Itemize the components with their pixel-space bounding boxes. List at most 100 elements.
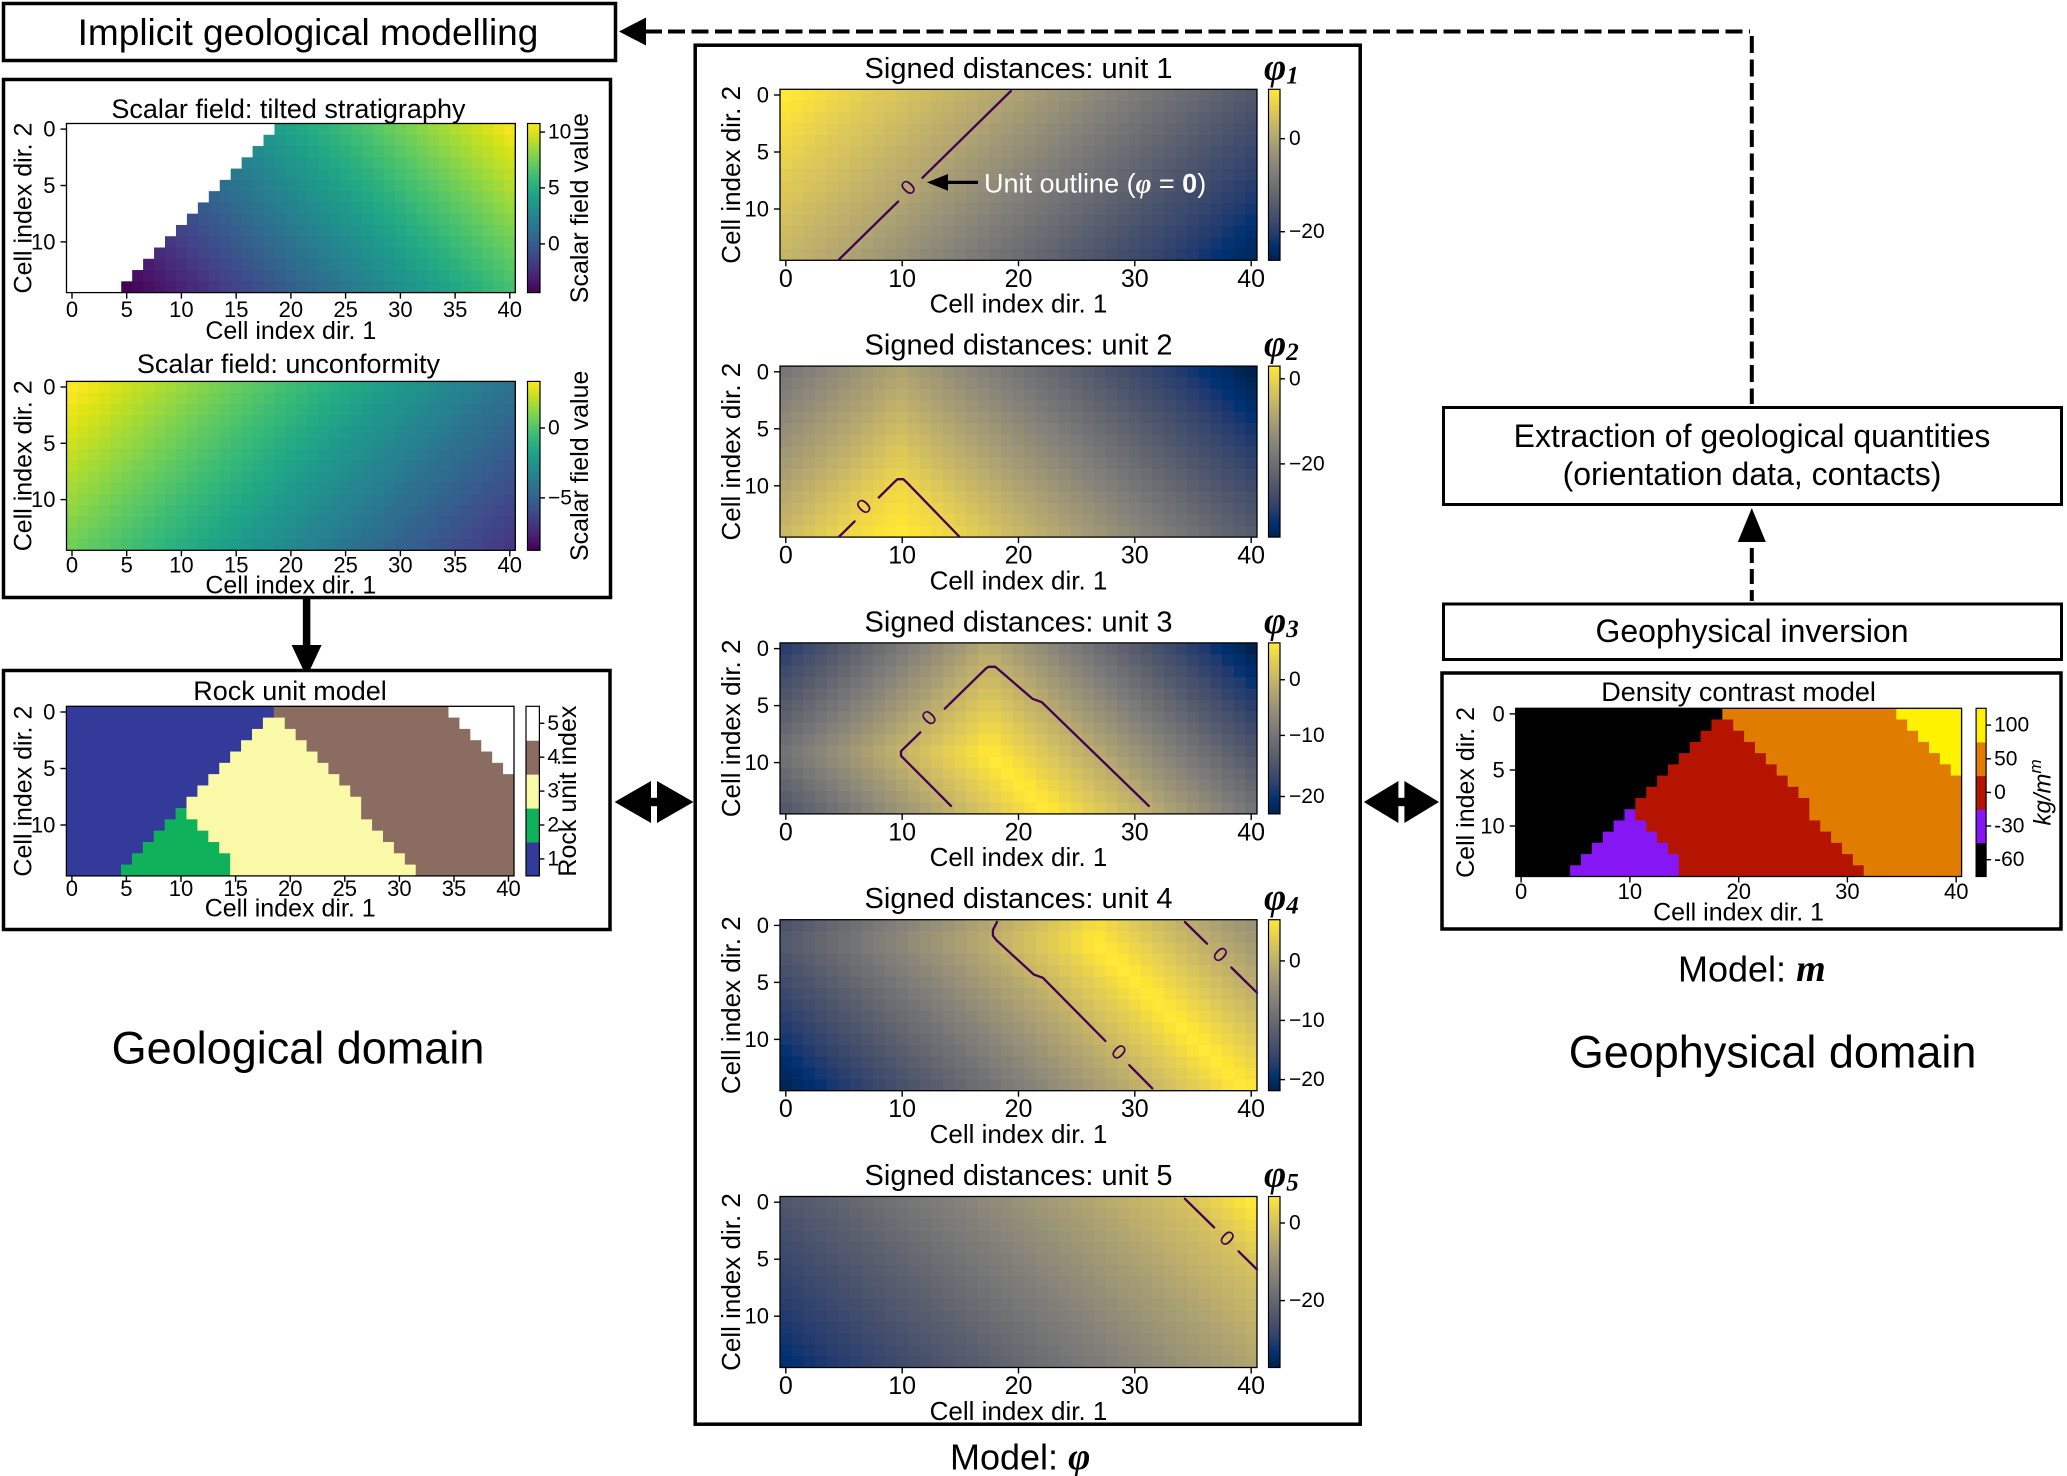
svg-text:0: 0 bbox=[757, 359, 769, 384]
svg-text:−10: −10 bbox=[1289, 724, 1325, 747]
svg-text:35: 35 bbox=[442, 876, 466, 901]
svg-text:Geophysical inversion: Geophysical inversion bbox=[1595, 613, 1908, 649]
svg-text:10: 10 bbox=[169, 297, 193, 322]
svg-text:φ4: φ4 bbox=[1264, 877, 1299, 920]
svg-text:25: 25 bbox=[333, 876, 357, 901]
svg-text:100: 100 bbox=[1994, 714, 2029, 737]
svg-text:0: 0 bbox=[757, 1190, 769, 1215]
svg-text:15: 15 bbox=[224, 553, 248, 578]
svg-text:15: 15 bbox=[223, 876, 247, 901]
svg-text:Scalar field value: Scalar field value bbox=[566, 371, 594, 561]
svg-text:35: 35 bbox=[443, 297, 467, 322]
svg-text:0: 0 bbox=[779, 265, 793, 293]
svg-text:φ5: φ5 bbox=[1264, 1154, 1299, 1197]
svg-text:30: 30 bbox=[387, 876, 411, 901]
svg-text:10: 10 bbox=[888, 1372, 916, 1400]
svg-text:φ3: φ3 bbox=[1264, 600, 1299, 643]
svg-text:10: 10 bbox=[1480, 814, 1504, 839]
svg-text:20: 20 bbox=[279, 297, 303, 322]
svg-text:40: 40 bbox=[1237, 265, 1265, 293]
svg-text:5: 5 bbox=[757, 970, 769, 995]
svg-text:−20: −20 bbox=[1289, 452, 1325, 475]
svg-text:20: 20 bbox=[1005, 818, 1033, 846]
svg-text:Cell index dir. 2: Cell index dir. 2 bbox=[716, 363, 746, 541]
svg-text:Cell index dir. 2: Cell index dir. 2 bbox=[10, 706, 38, 877]
svg-text:5: 5 bbox=[757, 140, 769, 165]
svg-text:0: 0 bbox=[548, 417, 560, 440]
svg-text:2: 2 bbox=[547, 814, 559, 837]
svg-text:Cell index dir. 1: Cell index dir. 1 bbox=[205, 894, 376, 922]
svg-text:0: 0 bbox=[757, 83, 769, 108]
svg-text:25: 25 bbox=[333, 553, 357, 578]
svg-text:10: 10 bbox=[745, 473, 769, 498]
svg-text:Signed distances: unit 2: Signed distances: unit 2 bbox=[865, 330, 1173, 362]
svg-text:10: 10 bbox=[169, 553, 193, 578]
svg-text:Geological domain: Geological domain bbox=[112, 1023, 485, 1074]
svg-text:40: 40 bbox=[498, 553, 522, 578]
svg-text:φ2: φ2 bbox=[1264, 323, 1299, 366]
svg-text:30: 30 bbox=[388, 297, 412, 322]
svg-text:40: 40 bbox=[1237, 542, 1265, 570]
svg-text:0: 0 bbox=[757, 636, 769, 661]
svg-text:Density contrast model: Density contrast model bbox=[1601, 677, 1876, 707]
svg-text:30: 30 bbox=[1121, 1372, 1149, 1400]
svg-text:−20: −20 bbox=[1289, 220, 1325, 243]
svg-text:Cell index dir. 2: Cell index dir. 2 bbox=[716, 1193, 746, 1371]
svg-text:10: 10 bbox=[31, 813, 55, 838]
svg-text:0: 0 bbox=[1515, 879, 1527, 904]
svg-text:Cell index dir. 1: Cell index dir. 1 bbox=[930, 289, 1108, 319]
svg-text:0: 0 bbox=[1994, 781, 2006, 804]
svg-text:0: 0 bbox=[1289, 367, 1301, 390]
svg-text:10: 10 bbox=[888, 1095, 916, 1123]
svg-text:40: 40 bbox=[1237, 1095, 1265, 1123]
svg-text:Cell index dir. 1: Cell index dir. 1 bbox=[930, 842, 1108, 872]
svg-text:Signed distances: unit 4: Signed distances: unit 4 bbox=[865, 883, 1173, 915]
svg-text:Cell index dir. 1: Cell index dir. 1 bbox=[930, 1119, 1108, 1149]
svg-text:−20: −20 bbox=[1289, 1289, 1325, 1312]
svg-text:30: 30 bbox=[1121, 265, 1149, 293]
svg-text:10: 10 bbox=[745, 197, 769, 222]
svg-text:Cell index dir. 2: Cell index dir. 2 bbox=[716, 916, 746, 1094]
svg-text:Cell index dir. 2: Cell index dir. 2 bbox=[716, 640, 746, 818]
svg-text:10: 10 bbox=[888, 265, 916, 293]
svg-text:5: 5 bbox=[121, 553, 133, 578]
svg-text:Scalar field: tilted stratigra: Scalar field: tilted stratigraphy bbox=[111, 94, 466, 124]
svg-text:5: 5 bbox=[120, 876, 132, 901]
svg-text:40: 40 bbox=[1237, 818, 1265, 846]
svg-text:Cell index dir. 2: Cell index dir. 2 bbox=[716, 86, 746, 264]
svg-text:30: 30 bbox=[1121, 542, 1149, 570]
svg-text:40: 40 bbox=[1237, 1372, 1265, 1400]
svg-text:0: 0 bbox=[779, 818, 793, 846]
svg-text:0: 0 bbox=[779, 1095, 793, 1123]
svg-text:3: 3 bbox=[547, 780, 559, 803]
svg-text:30: 30 bbox=[388, 553, 412, 578]
svg-text:0: 0 bbox=[66, 297, 78, 322]
svg-text:0: 0 bbox=[1289, 1212, 1301, 1235]
svg-text:Cell index dir. 1: Cell index dir. 1 bbox=[930, 565, 1108, 595]
svg-text:0: 0 bbox=[66, 553, 78, 578]
svg-text:10: 10 bbox=[1618, 879, 1642, 904]
svg-text:40: 40 bbox=[1944, 879, 1968, 904]
svg-text:15: 15 bbox=[224, 297, 248, 322]
svg-text:Implicit geological modelling: Implicit geological modelling bbox=[78, 12, 539, 53]
svg-text:Extraction of geological quant: Extraction of geological quantities bbox=[1514, 418, 1991, 454]
svg-text:20: 20 bbox=[279, 553, 303, 578]
svg-text:Cell index dir. 1: Cell index dir. 1 bbox=[930, 1396, 1108, 1426]
svg-text:10: 10 bbox=[31, 487, 55, 512]
svg-text:20: 20 bbox=[1005, 542, 1033, 570]
svg-text:4: 4 bbox=[547, 746, 559, 769]
svg-text:10: 10 bbox=[169, 876, 193, 901]
svg-text:10: 10 bbox=[745, 750, 769, 775]
svg-text:0: 0 bbox=[779, 1372, 793, 1400]
svg-text:5: 5 bbox=[1492, 758, 1504, 783]
svg-text:Cell index dir. 1: Cell index dir. 1 bbox=[1653, 899, 1824, 927]
svg-text:5: 5 bbox=[547, 712, 559, 735]
svg-text:(orientation data, contacts): (orientation data, contacts) bbox=[1563, 456, 1942, 492]
svg-text:−5: −5 bbox=[548, 486, 572, 509]
svg-text:Cell index dir. 1: Cell index dir. 1 bbox=[205, 571, 376, 599]
svg-text:10: 10 bbox=[888, 818, 916, 846]
svg-text:35: 35 bbox=[443, 553, 467, 578]
svg-text:-30: -30 bbox=[1994, 815, 2024, 838]
svg-text:20: 20 bbox=[1005, 1372, 1033, 1400]
svg-text:Cell index dir. 2: Cell index dir. 2 bbox=[10, 380, 38, 551]
